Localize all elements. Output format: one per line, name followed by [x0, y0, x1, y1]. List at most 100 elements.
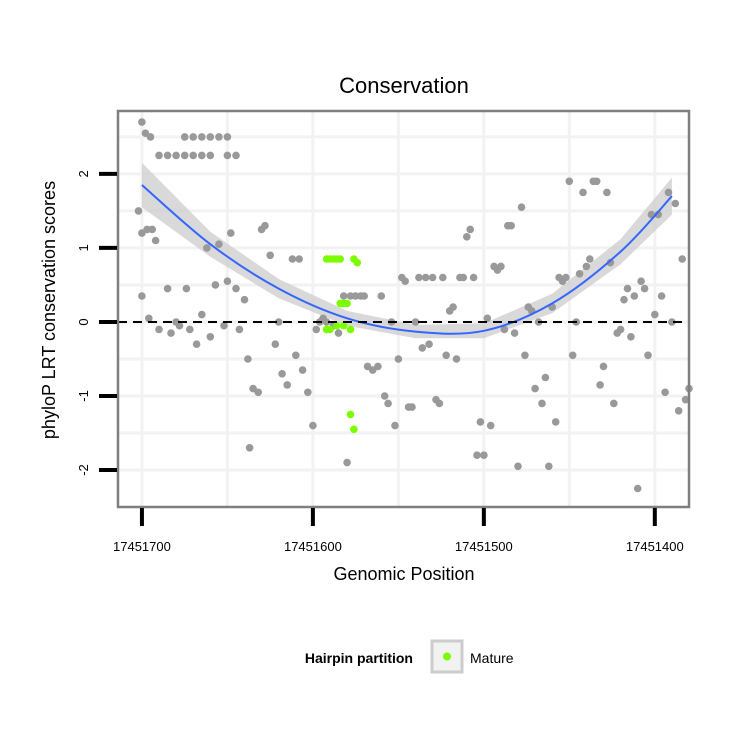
- data-point: [497, 262, 505, 271]
- data-point: [421, 273, 430, 282]
- mature-point: [346, 410, 355, 419]
- trend-line-group: [141, 184, 673, 335]
- data-point: [203, 244, 211, 252]
- data-point: [459, 273, 468, 282]
- data-point: [295, 255, 304, 263]
- data-point: [180, 133, 189, 141]
- trend-line: [141, 184, 673, 335]
- data-point: [146, 133, 155, 141]
- mature-point: [333, 321, 341, 330]
- mature-point: [336, 255, 345, 263]
- data-point: [651, 310, 659, 319]
- data-point: [425, 340, 433, 349]
- data-point: [545, 462, 553, 471]
- data-point: [661, 388, 669, 397]
- data-point: [312, 325, 321, 334]
- data-point: [186, 325, 194, 334]
- data-point: [551, 418, 560, 426]
- data-point: [148, 225, 156, 234]
- panel-background: [118, 111, 689, 507]
- data-point: [466, 225, 475, 234]
- data-point: [596, 381, 604, 389]
- data-point: [334, 329, 343, 337]
- data-point: [463, 233, 471, 241]
- x-tick-label: 17451700: [113, 539, 171, 554]
- data-point: [644, 351, 652, 360]
- data-point: [681, 395, 690, 404]
- mature-point: [346, 325, 355, 334]
- confidence-band: [141, 162, 672, 339]
- data-point: [155, 151, 163, 160]
- data-point: [374, 362, 382, 371]
- data-point: [435, 399, 444, 408]
- data-point: [227, 229, 235, 237]
- data-point: [211, 281, 220, 289]
- data-point: [671, 199, 680, 208]
- data-point: [415, 273, 423, 282]
- data-point: [531, 384, 539, 393]
- data-point: [245, 444, 254, 452]
- data-point: [637, 277, 645, 286]
- x-tick-label: 17451600: [284, 539, 342, 554]
- data-point: [223, 151, 232, 160]
- legend-label-mature: Mature: [470, 650, 514, 666]
- data-point: [623, 284, 632, 293]
- data-point: [192, 340, 201, 349]
- y-axis-label: phyloP LRT conservation scores: [39, 181, 59, 439]
- data-point: [266, 251, 275, 260]
- data-point: [274, 318, 283, 326]
- data-point: [292, 351, 300, 360]
- data-point: [541, 373, 550, 382]
- data-point: [514, 462, 522, 471]
- data-point: [603, 188, 611, 197]
- data-point: [343, 458, 351, 467]
- data-point: [145, 314, 153, 323]
- data-point: [298, 366, 307, 374]
- data-point: [339, 292, 348, 300]
- data-point: [240, 295, 249, 304]
- data-point: [418, 344, 427, 352]
- mature-point: [343, 299, 351, 308]
- data-point: [163, 151, 172, 160]
- mature-point: [326, 325, 334, 334]
- data-point: [486, 421, 495, 430]
- data-point: [278, 370, 286, 378]
- data-point: [244, 355, 252, 363]
- data-point: [627, 333, 635, 341]
- data-point: [476, 418, 485, 426]
- data-point: [271, 340, 280, 349]
- data-point: [408, 403, 416, 411]
- data-point: [657, 292, 666, 300]
- y-tick-label: 0: [76, 318, 91, 325]
- data-point: [351, 292, 360, 300]
- data-point: [206, 133, 215, 141]
- mature-point: [350, 425, 358, 434]
- data-point: [380, 392, 389, 400]
- data-point: [678, 255, 686, 263]
- data-point: [633, 484, 642, 493]
- y-tick-label: -1: [76, 390, 91, 402]
- data-point: [630, 292, 639, 300]
- x-tick-label: 17451400: [626, 539, 684, 554]
- data-point: [469, 273, 478, 282]
- x-tick-label: 17451500: [455, 539, 513, 554]
- data-point: [182, 284, 191, 293]
- x-axis-label: Genomic Position: [333, 564, 474, 584]
- data-point: [579, 188, 587, 197]
- data-point: [254, 388, 262, 397]
- data-point: [235, 325, 244, 334]
- data-point: [616, 325, 625, 334]
- data-point: [163, 284, 172, 293]
- axes: 17451700 17451600 17451500 17451400 -2 -1 0 1 2: [76, 109, 691, 554]
- data-point: [223, 133, 232, 141]
- panel-border: [116, 109, 691, 509]
- data-point: [206, 333, 215, 341]
- data-point: [206, 151, 215, 160]
- data-point: [449, 303, 457, 311]
- mature-point: [339, 321, 348, 330]
- data-point: [442, 351, 451, 360]
- data-point: [151, 236, 160, 245]
- data-point: [232, 151, 240, 160]
- data-point: [401, 277, 410, 286]
- data-point: [507, 221, 515, 230]
